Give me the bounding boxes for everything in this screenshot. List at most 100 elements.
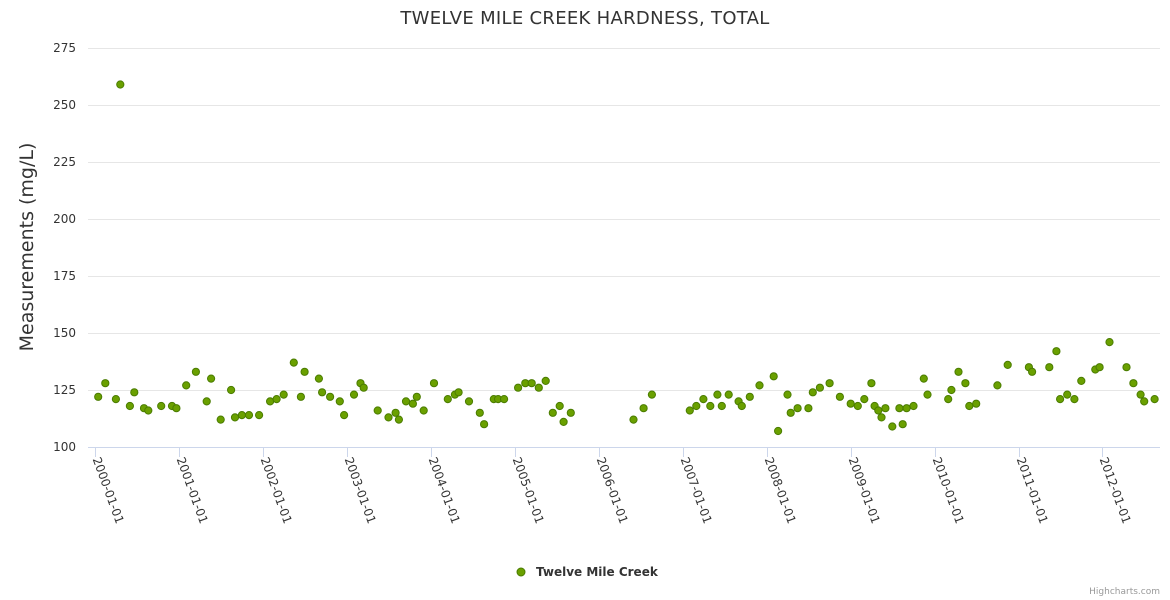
data-point[interactable] [340, 411, 349, 420]
data-point[interactable] [443, 395, 452, 404]
data-point[interactable] [94, 392, 103, 401]
legend[interactable]: Twelve Mile Creek [516, 565, 659, 579]
data-point[interactable] [412, 392, 421, 401]
data-point[interactable] [401, 397, 411, 406]
data-point[interactable] [629, 415, 638, 424]
data-point[interactable] [1105, 338, 1114, 347]
data-point[interactable] [296, 392, 305, 401]
data-point[interactable] [182, 381, 191, 390]
data-point[interactable] [335, 397, 344, 406]
data-point[interactable] [237, 411, 246, 420]
data-point[interactable] [825, 379, 834, 388]
data-point[interactable] [227, 385, 236, 395]
data-point[interactable] [279, 390, 288, 399]
data-point[interactable] [475, 408, 484, 417]
data-point[interactable] [384, 413, 393, 422]
data-point[interactable] [769, 372, 778, 381]
data-point[interactable] [815, 383, 825, 392]
data-point[interactable] [1077, 376, 1086, 385]
data-point[interactable] [1056, 395, 1065, 404]
data-point[interactable] [373, 406, 382, 415]
data-point[interactable] [717, 401, 726, 411]
data-point[interactable] [419, 406, 428, 415]
data-point[interactable] [191, 367, 200, 376]
data-point[interactable] [706, 401, 715, 411]
data-point[interactable] [947, 385, 956, 395]
data-point[interactable] [157, 401, 166, 411]
data-point[interactable] [555, 401, 564, 411]
data-point[interactable] [1070, 395, 1079, 404]
data-point[interactable] [846, 399, 855, 408]
data-point[interactable] [230, 413, 240, 422]
data-point[interactable] [1122, 363, 1131, 372]
data-point[interactable] [639, 404, 648, 413]
data-point[interactable] [647, 390, 657, 399]
data-point[interactable] [1045, 363, 1054, 372]
data-point[interactable] [202, 397, 211, 406]
data-point[interactable] [514, 383, 523, 392]
data-point[interactable] [898, 420, 907, 429]
data-point[interactable] [699, 395, 708, 404]
data-point[interactable] [144, 406, 153, 415]
data-point[interactable] [853, 401, 862, 411]
data-point[interactable] [895, 404, 904, 413]
data-point[interactable] [125, 401, 134, 411]
credits-link[interactable]: Highcharts.com [1089, 587, 1160, 597]
data-point[interactable] [300, 367, 309, 376]
data-point[interactable] [919, 374, 928, 383]
data-point[interactable] [954, 367, 963, 376]
data-point[interactable] [965, 401, 974, 411]
data-point[interactable] [1150, 395, 1159, 404]
data-point[interactable] [541, 376, 550, 385]
data-point[interactable] [480, 420, 489, 429]
data-point[interactable] [500, 395, 509, 404]
data-point[interactable] [464, 397, 474, 406]
data-point[interactable] [804, 404, 813, 413]
data-point[interactable] [877, 413, 886, 422]
data-point[interactable] [1028, 367, 1037, 376]
data-point[interactable] [534, 383, 543, 392]
data-point[interactable] [454, 388, 463, 397]
data-point[interactable] [289, 358, 298, 367]
data-point[interactable] [923, 390, 932, 399]
data-point[interactable] [713, 390, 722, 399]
data-point[interactable] [1136, 390, 1145, 399]
data-point[interactable] [1140, 397, 1149, 406]
data-point[interactable] [349, 390, 359, 399]
data-point[interactable] [548, 408, 557, 417]
data-point[interactable] [774, 426, 783, 436]
data-point[interactable] [101, 379, 110, 388]
data-point[interactable] [116, 80, 125, 89]
data-point[interactable] [272, 395, 281, 404]
data-point[interactable] [835, 392, 845, 401]
data-point[interactable] [972, 399, 981, 408]
data-point[interactable] [685, 406, 694, 415]
data-point[interactable] [216, 415, 225, 424]
data-point[interactable] [909, 401, 918, 411]
data-point[interactable] [318, 388, 327, 397]
data-point[interactable] [808, 388, 817, 397]
data-point[interactable] [1052, 347, 1061, 356]
data-point[interactable] [961, 379, 970, 388]
data-point[interactable] [888, 422, 897, 431]
data-point[interactable] [881, 404, 890, 413]
data-point[interactable] [1129, 379, 1138, 388]
data-point[interactable] [408, 399, 417, 408]
data-point[interactable] [737, 401, 746, 411]
data-point[interactable] [783, 390, 792, 399]
data-point[interactable] [874, 406, 883, 415]
data-point[interactable] [255, 411, 264, 420]
data-point[interactable] [724, 390, 733, 399]
data-point[interactable] [902, 404, 911, 413]
data-point[interactable] [1095, 363, 1104, 372]
data-point[interactable] [314, 374, 323, 383]
data-point[interactable] [207, 374, 216, 383]
data-point[interactable] [429, 379, 439, 388]
data-point[interactable] [692, 401, 701, 411]
data-point[interactable] [867, 379, 876, 388]
data-point[interactable] [527, 379, 536, 388]
data-point[interactable] [993, 381, 1002, 390]
data-point[interactable] [1063, 390, 1072, 399]
data-point[interactable] [326, 392, 335, 401]
data-point[interactable] [391, 408, 400, 417]
